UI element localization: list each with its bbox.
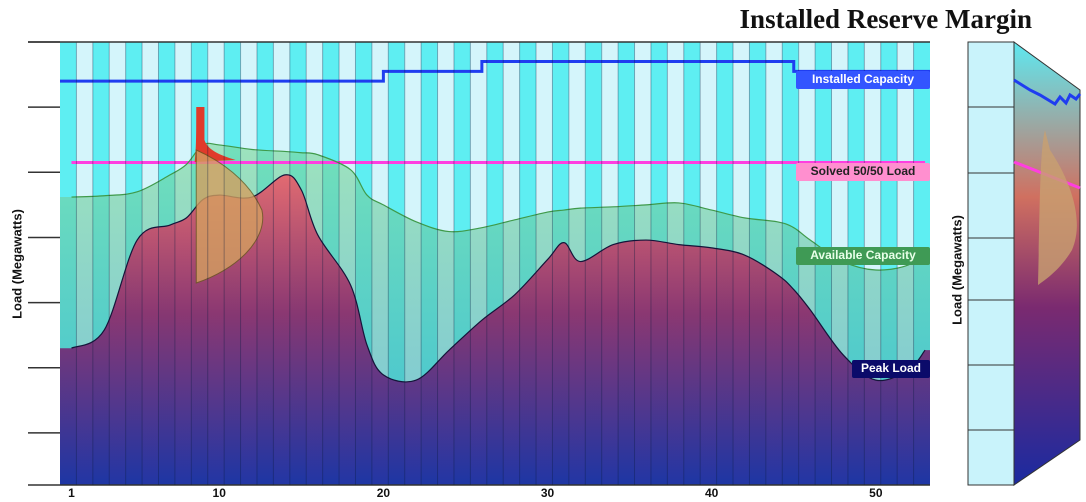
series-tag: Solved 50/50 Load [811, 164, 916, 178]
x-tick-label: 30 [541, 486, 555, 500]
y-axis-label: Load (Megawatts) [9, 209, 24, 319]
x-tick-label: 1 [68, 486, 75, 500]
series-tag: Available Capacity [810, 248, 916, 262]
chart-title: Installed Reserve Margin [740, 4, 1032, 34]
series-tag: Installed Capacity [812, 72, 914, 86]
x-tick-label: 20 [377, 486, 391, 500]
x-tick-label: 40 [705, 486, 719, 500]
y-axis-label-side: Load (Megawatts) [949, 215, 964, 325]
chart: 1 10 20 30 40 50 Installed Capacity Solved 50/5… [0, 0, 1086, 502]
x-tick-label: 10 [213, 486, 227, 500]
x-tick-label: 50 [869, 486, 883, 500]
side-panel: Load (Megawatts) [949, 42, 1080, 485]
series-tag: Peak Load [861, 361, 921, 375]
